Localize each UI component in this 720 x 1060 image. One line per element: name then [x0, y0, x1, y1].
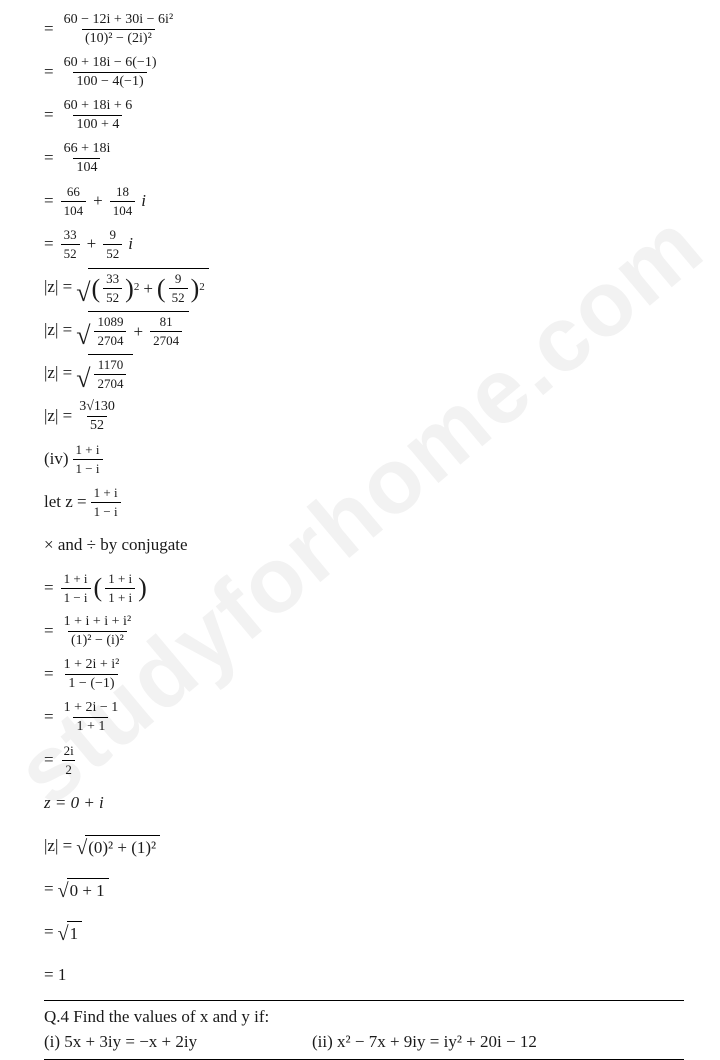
frac-den: 1 − (−1): [65, 674, 117, 692]
sqrt-body: 1: [67, 921, 83, 944]
frac-num: 1170: [95, 357, 127, 374]
modulus-lhs: |z| =: [44, 320, 72, 340]
frac-num: 18: [113, 184, 132, 201]
frac-num: 66: [64, 184, 83, 201]
frac-den: 52: [103, 244, 122, 262]
step-line: = 3352 + 952 i: [44, 225, 720, 263]
step-line: = 66 + 18i104: [44, 139, 720, 177]
frac-den: 104: [110, 201, 136, 219]
step-line: |z| = √ 11702704: [44, 354, 720, 392]
frac-den: 2: [62, 760, 75, 778]
result-text: = 1: [44, 965, 66, 985]
sqrt-body: (0)² + (1)²: [85, 835, 160, 858]
text-note: × and ÷ by conjugate: [44, 535, 188, 555]
frac-num: 33: [61, 227, 80, 244]
frac-den: 104: [61, 201, 87, 219]
frac-den: 2704: [94, 331, 126, 349]
frac-den: 1 − i: [91, 502, 121, 520]
step-line: let z = 1 + i1 − i: [44, 483, 720, 521]
frac-den: 52: [87, 416, 107, 434]
frac-num: 1 + i + i + i²: [61, 614, 135, 631]
frac-den: 100 − 4(−1): [73, 72, 146, 90]
step-line: |z| = √ 10892704 + 812704: [44, 311, 720, 349]
frac-num: 1 + i: [73, 442, 103, 459]
frac-num: 1 + i: [61, 571, 91, 588]
frac-num: 60 − 12i + 30i − 6i²: [61, 12, 177, 29]
step-line: = 1 + i1 − i ( 1 + i1 + i ): [44, 569, 720, 607]
frac-num: 60 + 18i − 6(−1): [61, 55, 160, 72]
frac-num: 1 + 2i − 1: [61, 700, 122, 717]
step-line: = 1 + 2i + i²1 − (−1): [44, 655, 720, 693]
frac-den: 104: [73, 158, 100, 176]
math-content: = 60 − 12i + 30i − 6i²(10)² − (2i)² = 60…: [44, 10, 720, 1060]
frac-den: 1 + 1: [73, 717, 108, 735]
frac-den: (10)² − (2i)²: [82, 29, 155, 47]
frac-num: 1089: [94, 314, 126, 331]
step-line: = √ 1: [44, 913, 720, 951]
frac-den: 1 + i: [105, 588, 135, 606]
frac-den: 52: [169, 288, 188, 306]
frac-den: 52: [61, 244, 80, 262]
modulus-lhs: |z| =: [44, 277, 72, 297]
modulus-lhs: |z| =: [44, 836, 72, 856]
frac-den: 2704: [150, 331, 182, 349]
frac-num: 81: [157, 314, 176, 331]
step-line: = 60 + 18i + 6100 + 4: [44, 96, 720, 134]
frac-num: 2i: [61, 743, 77, 760]
step-line: |z| = 3√13052: [44, 397, 720, 435]
frac-num: 33: [103, 271, 122, 288]
step-line: = 66104 + 18104 i: [44, 182, 720, 220]
frac-num: 66 + 18i: [61, 141, 114, 158]
frac-den: 100 + 4: [73, 115, 122, 133]
let-text: let z =: [44, 492, 87, 512]
question-prompt: Q.4 Find the values of x and y if:: [44, 1007, 684, 1027]
part-label: (iv): [44, 449, 69, 469]
step-line: = 60 − 12i + 30i − 6i²(10)² − (2i)²: [44, 10, 720, 48]
modulus-lhs: |z| =: [44, 363, 72, 383]
step-line: = 60 + 18i − 6(−1)100 − 4(−1): [44, 53, 720, 91]
frac-num: 1 + i: [105, 571, 135, 588]
step-line: = 2i2: [44, 741, 720, 779]
frac-num: 9: [172, 271, 185, 288]
frac-num: 3√130: [76, 399, 118, 416]
frac-den: 52: [103, 288, 122, 306]
result-text: z = 0 + i: [44, 793, 104, 813]
step-line: |z| = √ ( 3352 )2 + ( 952 )2: [44, 268, 720, 306]
frac-den: 1 − i: [73, 459, 103, 477]
frac-den: 2704: [94, 374, 126, 392]
frac-den: 1 − i: [61, 588, 91, 606]
question-part-ii: (ii) x² − 7x + 9iy = iy² + 20i − 12: [312, 1032, 537, 1052]
step-line: = 1 + i + i + i²(1)² − (i)²: [44, 612, 720, 650]
imag-unit: i: [141, 191, 146, 211]
frac-den: (1)² − (i)²: [68, 631, 127, 649]
frac-num: 9: [106, 227, 119, 244]
frac-num: 1 + 2i + i²: [61, 657, 123, 674]
question-block: Q.4 Find the values of x and y if: (i) 5…: [44, 1000, 684, 1060]
question-part-i: (i) 5x + 3iy = −x + 2iy: [44, 1032, 312, 1052]
imag-unit: i: [128, 234, 133, 254]
frac-num: 60 + 18i + 6: [61, 98, 136, 115]
step-line: (iv) 1 + i1 − i: [44, 440, 720, 478]
sqrt-body: 0 + 1: [67, 878, 109, 901]
modulus-lhs: |z| =: [44, 406, 72, 426]
step-line: = 1: [44, 956, 720, 994]
step-line: = √ 0 + 1: [44, 870, 720, 908]
step-line: × and ÷ by conjugate: [44, 526, 720, 564]
step-line: |z| = √ (0)² + (1)²: [44, 827, 720, 865]
step-line: z = 0 + i: [44, 784, 720, 822]
frac-num: 1 + i: [91, 485, 121, 502]
step-line: = 1 + 2i − 11 + 1: [44, 698, 720, 736]
